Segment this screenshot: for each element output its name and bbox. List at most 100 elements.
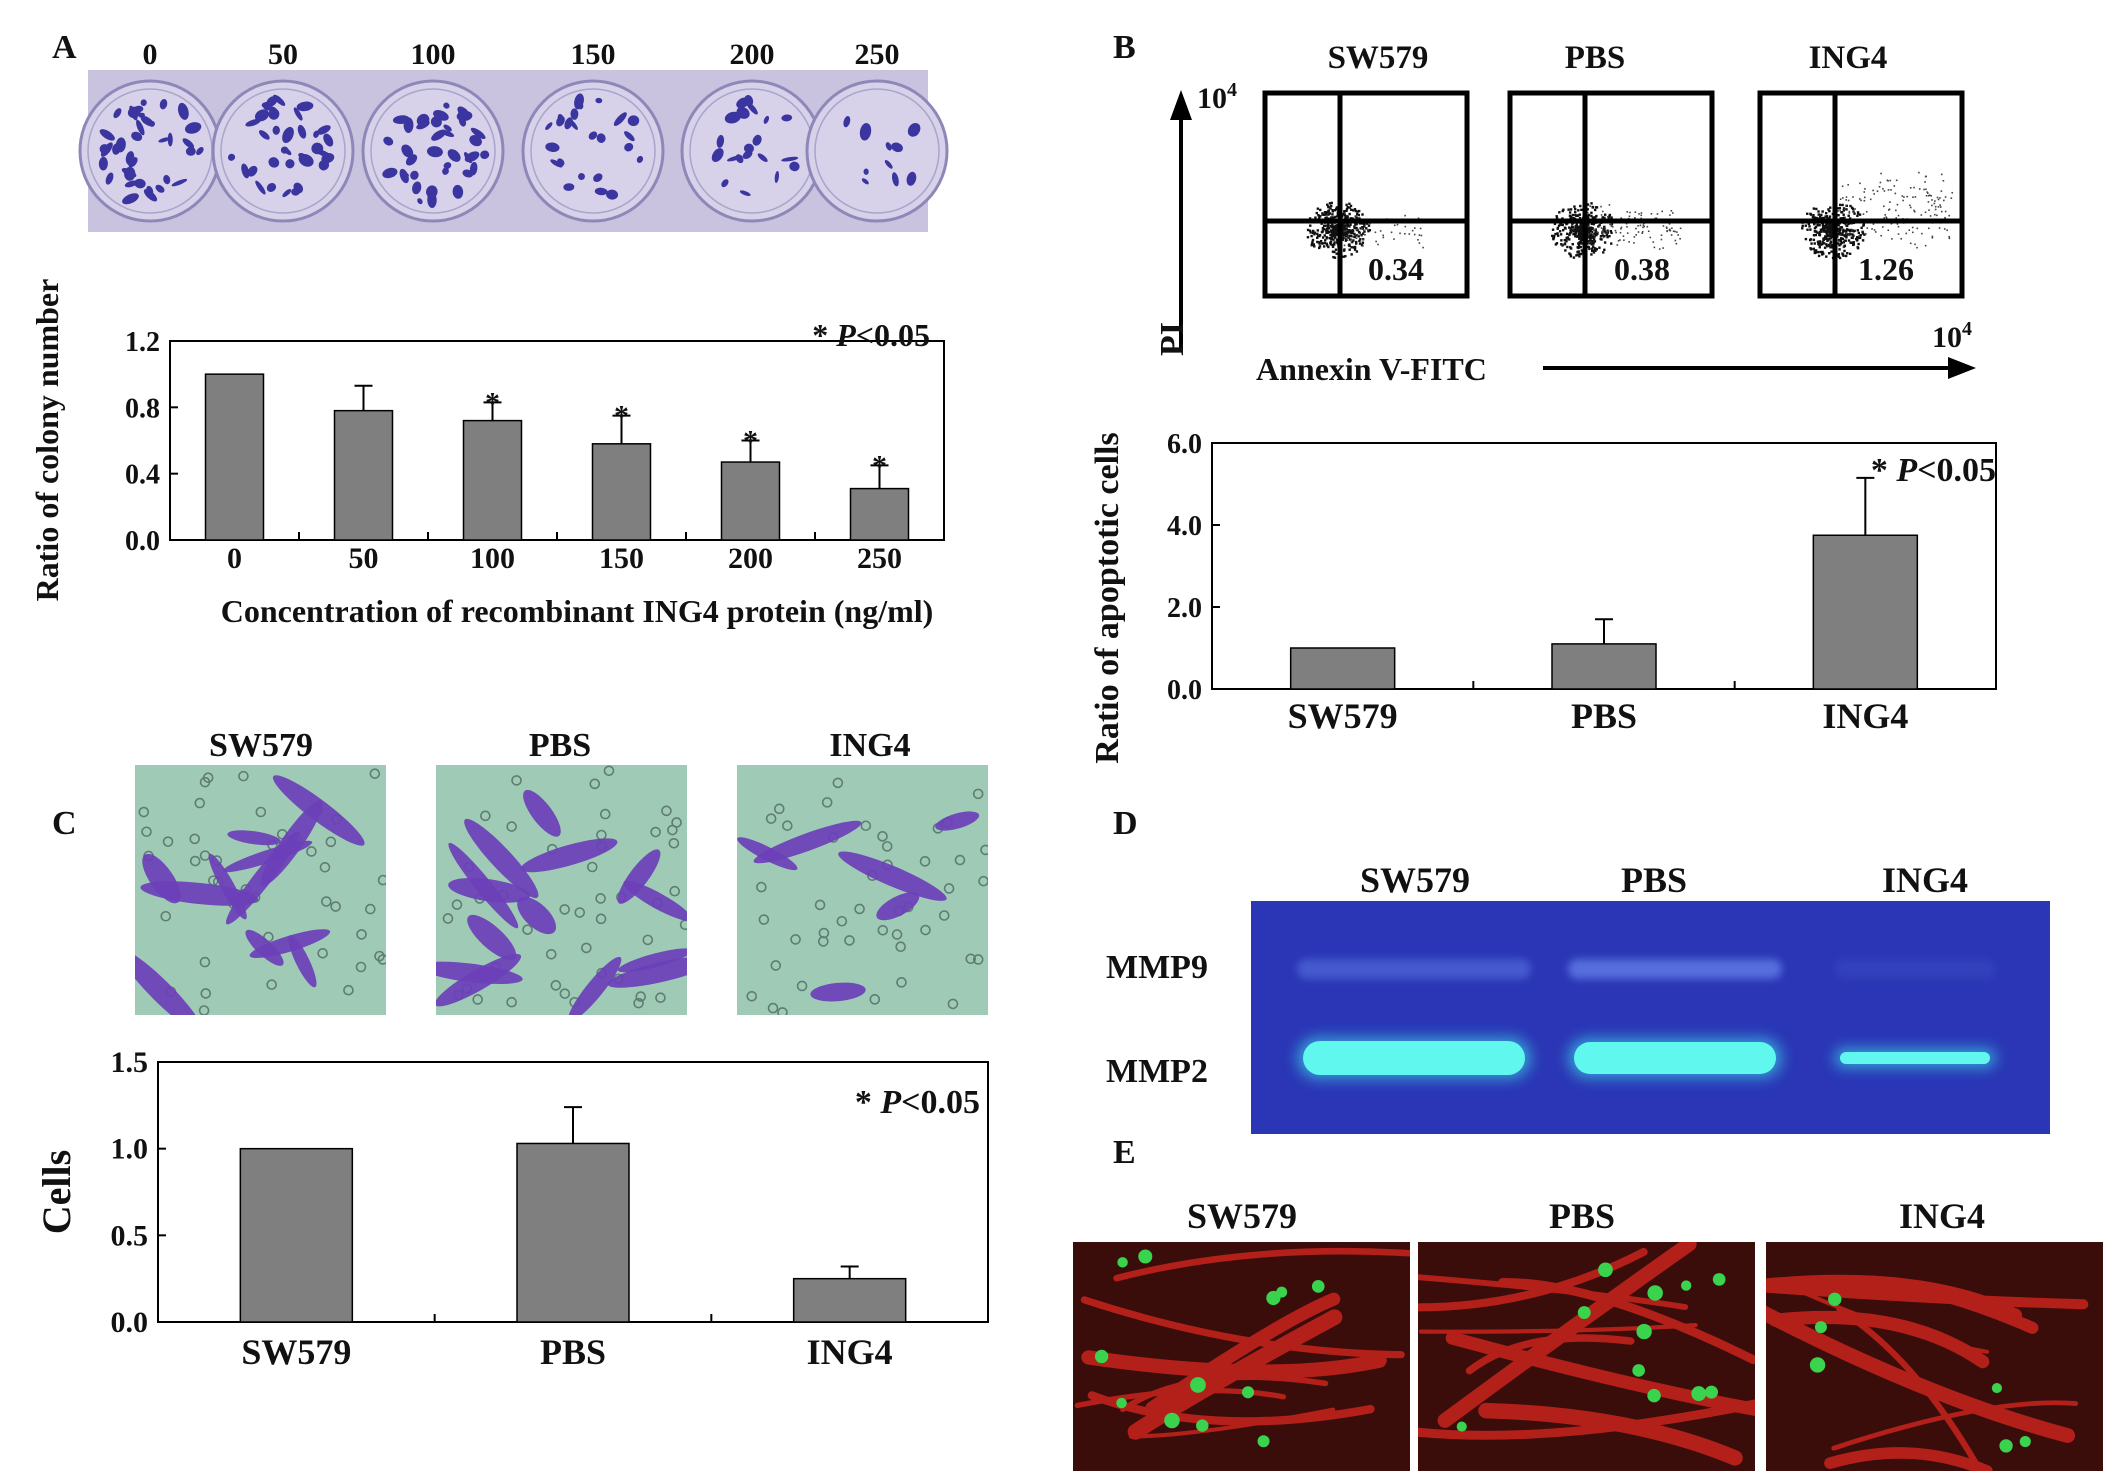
flow-event (1578, 252, 1581, 256)
flow-event (1382, 234, 1385, 237)
flow-event (1321, 213, 1324, 216)
flow-event (1643, 225, 1646, 228)
flow-event (1946, 229, 1948, 232)
flow-event (1577, 230, 1580, 233)
flow-event (1890, 222, 1893, 225)
membrane-pore (377, 874, 386, 886)
flow-event (1824, 226, 1828, 230)
colony (124, 180, 138, 188)
flow-event (1333, 241, 1336, 244)
flow-event (1311, 240, 1314, 244)
flow-event (1335, 224, 1338, 228)
membrane-pore (506, 996, 517, 1008)
category-label: SW579 (241, 1332, 351, 1372)
membrane-pore (668, 837, 680, 849)
flow-event (1331, 213, 1334, 216)
flow-event (1649, 236, 1652, 239)
flow-event (1577, 209, 1580, 212)
flow-event (1843, 249, 1846, 253)
flow-event (1604, 231, 1607, 234)
colony (410, 170, 419, 180)
colony (399, 168, 409, 184)
colony (863, 168, 869, 175)
stained-cell (464, 818, 539, 899)
flow-value-pbs: 0.38 (1614, 251, 1670, 287)
tumor-cell-dot (1117, 1257, 1128, 1268)
flow-event (1329, 240, 1333, 244)
flow-event (1591, 234, 1595, 238)
flow-event (1822, 238, 1825, 242)
colony (196, 146, 204, 156)
flow-event (1924, 175, 1927, 178)
flow-event (1603, 230, 1606, 233)
flow-event (1345, 227, 1348, 230)
flow-event (1669, 214, 1671, 216)
flow-plot (1757, 90, 1965, 299)
flow-event (1610, 231, 1613, 235)
flow-event (1818, 246, 1822, 249)
micrograph-background (737, 765, 988, 1015)
flow-event (1845, 224, 1849, 228)
colony (556, 115, 565, 127)
category-label: ING4 (807, 1332, 893, 1372)
flow-event (1333, 235, 1336, 238)
flow-event (1838, 227, 1841, 230)
colony (158, 137, 170, 143)
colony (859, 123, 872, 141)
flow-event (1951, 191, 1954, 194)
flow-event (1840, 211, 1843, 214)
flow-event (1837, 207, 1840, 210)
flow-event (1336, 226, 1339, 229)
flow-event (1668, 228, 1671, 231)
membrane-pore (356, 929, 367, 940)
flow-event (1909, 242, 1912, 245)
flow-event (1925, 188, 1927, 191)
flow-event (1566, 232, 1569, 236)
flow-event (1316, 240, 1319, 244)
y-axis-label: Ratio of colony number (29, 279, 65, 602)
membrane-pore (550, 980, 562, 991)
flow-event (1332, 216, 1335, 219)
membrane-pore (189, 833, 200, 845)
flow-event (1852, 230, 1856, 233)
flow-event (1647, 230, 1650, 233)
colony (112, 143, 121, 155)
flow-event (1662, 247, 1664, 249)
y-tick-label: 4.0 (1167, 511, 1202, 542)
flow-event (1670, 234, 1673, 236)
flow-event (1828, 238, 1831, 241)
flow-event (1837, 238, 1841, 242)
flow-event (1599, 234, 1603, 238)
bar (1289, 647, 1396, 690)
flow-event (1939, 197, 1941, 199)
flow-event (1920, 214, 1923, 216)
flow-event (1852, 234, 1855, 237)
flow-event (1590, 214, 1593, 218)
flow-event (1841, 227, 1844, 230)
micrograph-label-sw579: SW579 (209, 727, 313, 764)
membrane-pore (266, 979, 277, 990)
flow-event (1641, 232, 1644, 234)
flow-event (1825, 243, 1828, 246)
flow-event (1642, 224, 1645, 226)
flow-event (1876, 190, 1879, 192)
flow-event (1934, 205, 1937, 208)
membrane-pore (869, 994, 881, 1005)
membrane-pore (919, 856, 931, 867)
colony (721, 179, 729, 188)
flow-event (1361, 241, 1365, 244)
membrane-pore (758, 914, 770, 925)
flow-event (1848, 252, 1852, 255)
flow-event (1909, 206, 1912, 209)
y-axis-label: Ratio of apoptotic cells (1089, 432, 1126, 763)
flow-event (1320, 222, 1323, 225)
tumor-cell-dot (1138, 1249, 1153, 1264)
p-value-annotation: * P<0.05 (1871, 452, 1996, 489)
panel-label-c: C (52, 805, 77, 842)
flow-event (1948, 237, 1951, 240)
flow-event (1611, 226, 1614, 228)
well-label: 150 (571, 38, 616, 71)
flow-event (1598, 246, 1601, 249)
flow-event (1817, 213, 1820, 216)
flow-event (1894, 192, 1897, 195)
